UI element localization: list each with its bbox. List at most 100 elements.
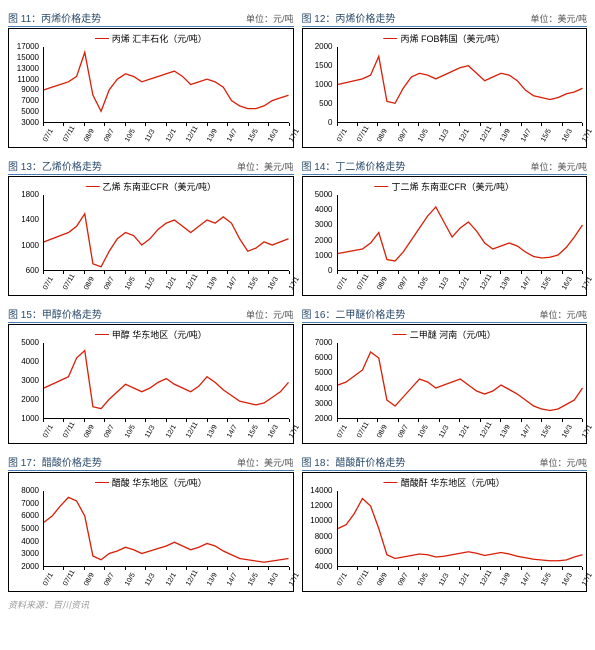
x-tick-mark [104, 123, 105, 126]
panel-title: 图 18：醋酸酐价格走势 [302, 454, 406, 469]
y-tick-label: 4000 [315, 206, 333, 214]
x-tick-label: 16/3 [561, 424, 574, 439]
series-svg [338, 195, 583, 270]
x-tick-label: 17/1 [581, 572, 594, 587]
legend-label: 丁二烯 东南亚CFR（美元/吨） [392, 180, 515, 193]
x-tick-mark [186, 419, 187, 422]
x-tick-label: 12/1 [165, 424, 178, 439]
chart-panel: 图 17：醋酸价格走势单位：美元/吨醋酸 华东地区（元/吨）2000300040… [8, 452, 294, 592]
x-tick-label: 13/9 [499, 276, 512, 291]
x-tick-label: 16/3 [267, 424, 280, 439]
x-tick-label: 10/5 [417, 572, 430, 587]
y-tick-label: 4000 [21, 538, 39, 546]
legend-label: 醋酸 华东地区（元/吨） [112, 476, 207, 489]
x-tick-label: 14/7 [520, 276, 533, 291]
x-tick-mark [227, 419, 228, 422]
x-tick-mark [248, 123, 249, 126]
x-tick-label: 07/11 [62, 125, 77, 143]
x-tick-mark [104, 271, 105, 274]
panel-header: 图 13：乙烯价格走势单位：美元/吨 [8, 156, 294, 175]
x-tick-mark [480, 271, 481, 274]
x-tick-mark [268, 123, 269, 126]
y-tick-label: 2000 [21, 396, 39, 404]
x-tick-label: 17/1 [288, 572, 301, 587]
x-tick-label: 15/5 [247, 424, 260, 439]
x-tick-label: 16/3 [267, 128, 280, 143]
x-tick-label: 17/1 [581, 276, 594, 291]
legend-swatch [95, 334, 109, 335]
x-tick-mark [377, 419, 378, 422]
series-svg [338, 47, 583, 122]
x-tick-label: 14/7 [520, 572, 533, 587]
x-tick-label: 07/11 [356, 569, 371, 587]
x-tick-label: 17/1 [581, 424, 594, 439]
panel-header: 图 12：丙烯价格走势单位：美元/吨 [302, 8, 588, 27]
x-tick-label: 17/1 [288, 424, 301, 439]
x-tick-mark [289, 419, 290, 422]
x-tick-label: 08/9 [83, 424, 96, 439]
x-tick-label: 14/7 [520, 424, 533, 439]
chart-legend: 丁二烯 东南亚CFR（美元/吨） [375, 180, 515, 193]
y-tick-label: 15000 [17, 54, 39, 62]
x-tick-label: 09/7 [103, 424, 116, 439]
x-tick-mark [418, 123, 419, 126]
x-tick-label: 07/11 [356, 125, 371, 143]
x-tick-mark [459, 567, 460, 570]
y-tick-label: 1800 [21, 191, 39, 199]
x-tick-label: 11/3 [144, 572, 157, 587]
x-tick-mark [145, 567, 146, 570]
x-tick-label: 14/7 [226, 276, 239, 291]
x-tick-mark [562, 567, 563, 570]
x-tick-label: 12/11 [479, 569, 494, 587]
x-tick-mark [268, 567, 269, 570]
x-tick-mark [207, 567, 208, 570]
x-tick-mark [521, 271, 522, 274]
x-tick-label: 12/11 [185, 569, 200, 587]
x-axis-ticks: 07/107/1108/909/710/511/312/112/1113/914… [337, 271, 583, 295]
x-tick-mark [207, 419, 208, 422]
series-svg [44, 491, 289, 566]
x-tick-mark [289, 123, 290, 126]
x-tick-mark [439, 271, 440, 274]
x-tick-label: 12/1 [458, 572, 471, 587]
series-svg [44, 47, 289, 122]
x-tick-mark [337, 123, 338, 126]
chart-legend: 乙烯 东南亚CFR（美元/吨） [86, 180, 217, 193]
panel-header: 图 17：醋酸价格走势单位：美元/吨 [8, 452, 294, 471]
chart-legend: 二甲醚 河南（元/吨） [393, 328, 496, 341]
x-tick-mark [125, 271, 126, 274]
x-tick-mark [521, 419, 522, 422]
x-tick-mark [459, 271, 460, 274]
x-tick-label: 12/1 [165, 572, 178, 587]
panel-unit: 单位：美元/吨 [530, 160, 587, 173]
x-tick-label: 07/11 [62, 421, 77, 439]
x-tick-mark [268, 419, 269, 422]
x-tick-mark [562, 123, 563, 126]
y-axis-ticks: 400060008000100001200014000 [303, 491, 335, 567]
x-tick-label: 08/9 [376, 424, 389, 439]
x-tick-label: 08/9 [83, 128, 96, 143]
x-tick-mark [582, 567, 583, 570]
x-tick-mark [398, 123, 399, 126]
x-tick-mark [459, 419, 460, 422]
series-svg [44, 195, 289, 270]
x-tick-mark [582, 271, 583, 274]
y-tick-label: 2000 [315, 415, 333, 423]
x-tick-mark [166, 567, 167, 570]
x-tick-mark [63, 271, 64, 274]
x-tick-mark [357, 419, 358, 422]
panel-unit: 单位：美元/吨 [237, 160, 294, 173]
line-series [44, 497, 289, 562]
x-tick-label: 08/9 [83, 572, 96, 587]
x-tick-mark [439, 567, 440, 570]
x-tick-label: 13/9 [499, 424, 512, 439]
y-tick-label: 1000 [315, 81, 333, 89]
x-tick-label: 14/7 [520, 128, 533, 143]
y-tick-label: 14000 [310, 487, 332, 495]
chart-box: 丙烯 FOB韩国（美元/吨）050010001500200007/107/110… [302, 28, 588, 148]
chart-box: 醋酸酐 华东地区（元/吨）400060008000100001200014000… [302, 472, 588, 592]
x-tick-mark [84, 419, 85, 422]
y-tick-label: 11000 [17, 76, 39, 84]
x-tick-label: 07/1 [336, 424, 349, 439]
line-series [338, 499, 583, 561]
